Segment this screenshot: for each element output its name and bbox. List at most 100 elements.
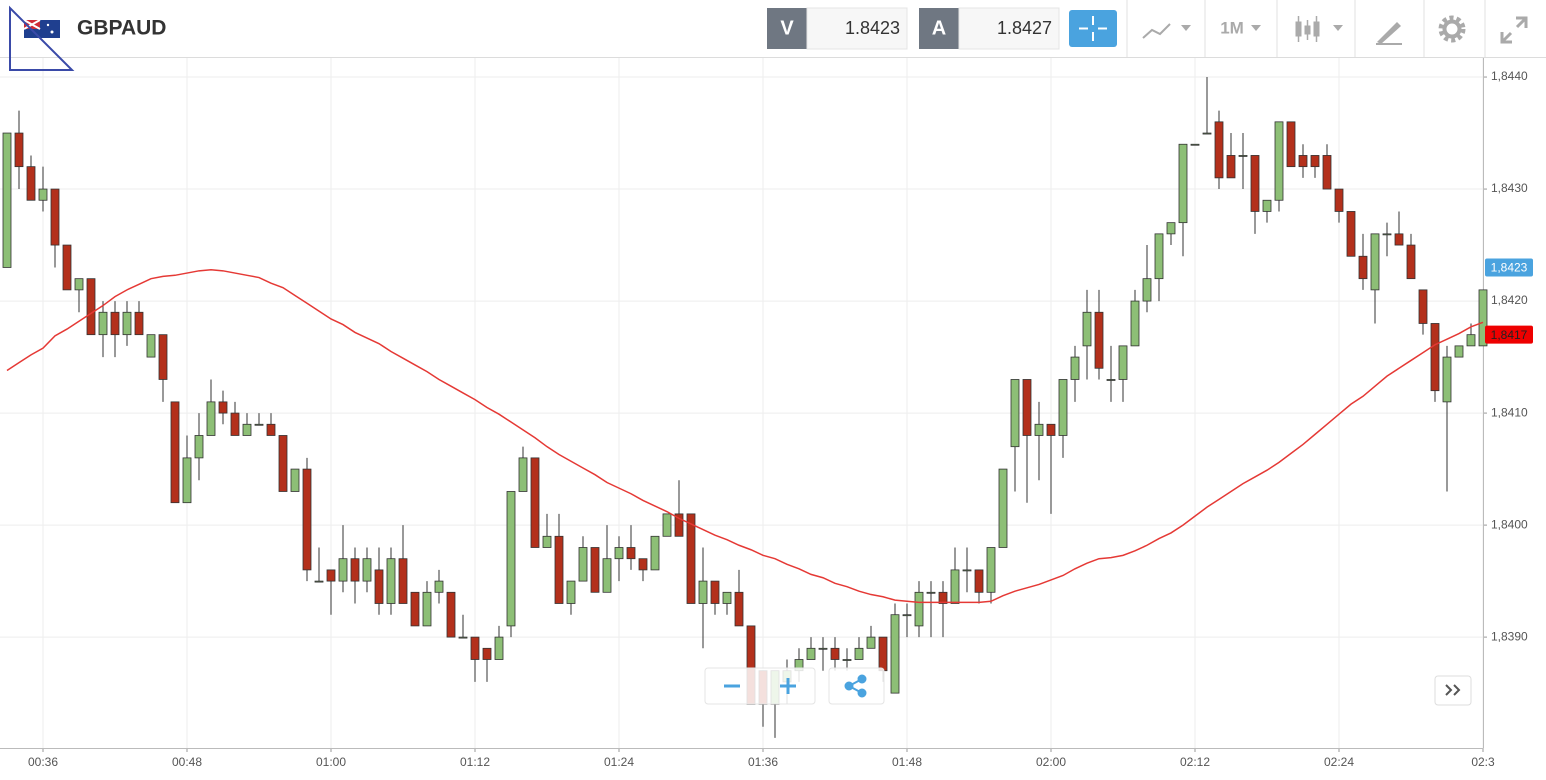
candle-body [1166,222,1176,235]
candle-body [926,591,936,594]
candle-body [1358,255,1368,280]
candle-body [26,166,36,201]
candle-body [1202,132,1212,135]
candle-body [902,614,912,617]
crosshair-icon [1079,16,1107,41]
candle-body [518,457,528,492]
candle-body [146,334,156,358]
candle-body [1130,300,1140,347]
candle-body [302,468,312,571]
y-tick-label: 1,8410 [1491,405,1528,419]
candle-body [1142,278,1152,302]
candle-body [566,580,576,604]
candle-body [1370,233,1380,291]
candle-body [614,547,624,560]
candle-body [86,278,96,336]
candle-body [314,580,324,583]
zoom-in[interactable] [780,678,796,694]
candle-body [170,401,180,504]
candle-body [974,569,984,593]
candle-body [650,535,660,571]
candle-body [1274,121,1284,201]
candle-body [854,647,864,660]
candle-body [1310,155,1320,168]
x-tick-label: 02:00 [1036,755,1066,769]
candle-body [422,591,432,627]
candle-body [1394,233,1404,246]
candle-body [722,591,732,604]
x-tick-label: 02:12 [1180,755,1210,769]
candle-body [458,636,468,639]
candle-body [890,614,900,694]
candle-body [1046,423,1056,436]
candle-body [254,423,264,426]
candle-body [698,580,708,604]
candle-body [626,547,636,560]
candle-body [710,580,720,604]
drawing-button[interactable] [1376,22,1402,45]
ask-value: 1.8427 [997,18,1052,38]
fullscreen-button[interactable] [1500,16,1528,44]
candle-body [38,188,48,201]
candle-style-button[interactable] [1295,16,1343,42]
candle-body [1178,143,1188,224]
candle-body [50,188,60,246]
candle-body [1442,356,1452,403]
candle-body [1466,334,1476,347]
candle-body [638,558,648,571]
corner-marker [9,5,75,71]
price-tag [1485,325,1533,344]
candle-body [398,558,408,604]
x-tick-label: 00:36 [28,755,58,769]
candle-body [1058,379,1068,436]
candle-body [434,580,444,593]
ask-box [958,7,1060,50]
candle-body [578,547,588,582]
bid-box [806,7,908,50]
candle-body [878,636,888,672]
y-tick-label: 1,8400 [1491,517,1528,531]
candle-body [590,547,600,593]
candle-body [1382,233,1392,236]
scroll-end-button[interactable] [1434,675,1472,706]
separators [1126,0,1486,57]
candle-body [14,132,24,168]
x-tick-label: 01:12 [460,755,490,769]
period[interactable]: 1M [1220,18,1244,37]
candle-body [134,311,144,336]
candle-body [62,244,72,291]
x-tick-label: 02:3 [1471,755,1495,769]
candle-body [1322,155,1332,190]
candle-body [194,435,204,459]
y-tick-label: 1,8420 [1491,293,1528,307]
candle-body [842,659,852,661]
candle-body [2,132,12,268]
candle-body [950,569,960,604]
candle-body [374,569,384,604]
candle-body [1154,233,1164,280]
price-tag-label: 1,8417 [1491,328,1528,342]
settings-button[interactable] [1438,15,1466,43]
candle-body [1406,244,1416,280]
candle-body [986,547,996,593]
price-tag-label: 1,8423 [1491,261,1528,275]
crosshair-button[interactable] [1069,10,1117,47]
candle-body [1238,155,1248,157]
candle-body [1298,155,1308,168]
x-tick-label: 02:24 [1324,755,1354,769]
chart-type-button[interactable] [1142,23,1191,39]
candle-body [110,311,120,336]
candle-body [1082,311,1092,347]
period-caret [1251,25,1261,31]
share-button[interactable] [844,674,867,698]
candle-body [914,591,924,627]
candle-body [530,457,540,548]
candle-body [182,457,192,504]
candle-body [1346,211,1356,257]
bid-button[interactable] [767,8,807,49]
candle-body [74,278,84,291]
plot-area: 1,8390 1,8400 1,8410 1,8420 1,8430 1,8440 00:3… [0,58,1533,769]
bid-label: V [780,17,794,39]
ask-button[interactable] [919,8,959,49]
